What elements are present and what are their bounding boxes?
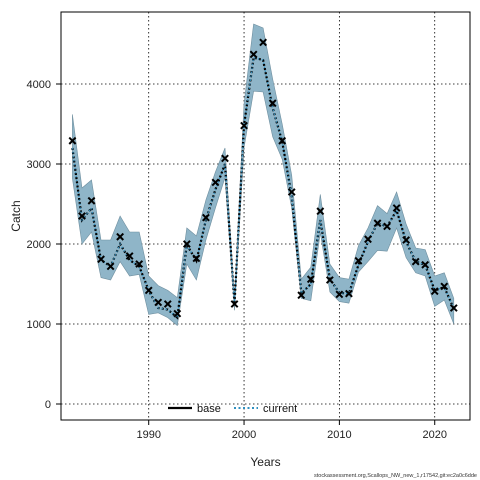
observed-point (449, 304, 458, 312)
observed-point (68, 136, 77, 145)
legend-label: base (197, 403, 221, 415)
y-axis: 0 1000 2000 3000 4000 (27, 79, 61, 411)
observed-point (373, 219, 382, 228)
observed-point (354, 256, 363, 265)
observed-point (154, 298, 163, 307)
observed-markers (68, 38, 458, 318)
observed-point (106, 262, 115, 271)
observed-point (240, 121, 248, 130)
x-axis: 1990 2000 2010 2020 (136, 420, 447, 441)
observed-point (364, 235, 372, 244)
observed-point (135, 260, 144, 268)
legend-item-base: base (168, 403, 221, 415)
y-tick-label: 1000 (27, 319, 51, 331)
observed-point (392, 204, 401, 212)
observed-point (87, 196, 96, 205)
observed-point (411, 257, 420, 266)
confidence-band (72, 23, 455, 327)
series-line-base (71, 56, 455, 320)
observed-point (440, 282, 449, 291)
observed-point (144, 286, 153, 295)
x-axis-title: Years (250, 455, 280, 469)
observed-point (421, 260, 430, 269)
footer-credit: stockassessment.org,Scallops_NW_new_1,r1… (314, 473, 477, 479)
x-tick-label: 1990 (136, 429, 160, 441)
y-tick-label: 2000 (27, 239, 51, 251)
plot-area (60, 11, 471, 421)
observed-point (221, 154, 229, 163)
y-axis-title: Catch (9, 200, 23, 231)
observed-point (335, 290, 344, 299)
legend-label: current (263, 403, 297, 415)
x-tick-label: 2010 (327, 429, 351, 441)
y-tick-label: 0 (45, 399, 51, 411)
observed-point (287, 188, 296, 196)
x-tick-label: 2020 (422, 429, 446, 441)
observed-point (192, 254, 201, 263)
observed-point (78, 212, 86, 220)
y-tick-label: 3000 (27, 159, 51, 171)
x-tick-label: 2000 (232, 429, 256, 441)
legend: base current (168, 403, 297, 415)
observed-point (163, 300, 172, 308)
observed-point (97, 255, 105, 264)
observed-point (316, 207, 325, 216)
observed-point (297, 291, 306, 300)
observed-point (430, 287, 439, 296)
observed-point (116, 232, 125, 241)
y-tick-label: 4000 (27, 79, 51, 91)
observed-point (402, 236, 411, 244)
observed-point (259, 38, 268, 47)
observed-point (182, 240, 191, 248)
observed-point (125, 252, 134, 260)
observed-point (173, 309, 182, 318)
observed-point (345, 289, 353, 298)
series-line-current (71, 56, 455, 319)
observed-point (383, 222, 391, 231)
observed-point (202, 213, 210, 222)
observed-point (268, 99, 277, 108)
observed-point (306, 275, 315, 284)
legend-item-current: current (234, 403, 297, 415)
observed-point (211, 178, 220, 187)
plot-frame (60, 11, 471, 421)
observed-point (230, 300, 239, 308)
observed-point (325, 276, 334, 284)
observed-point (278, 136, 287, 145)
observed-point (249, 50, 258, 59)
